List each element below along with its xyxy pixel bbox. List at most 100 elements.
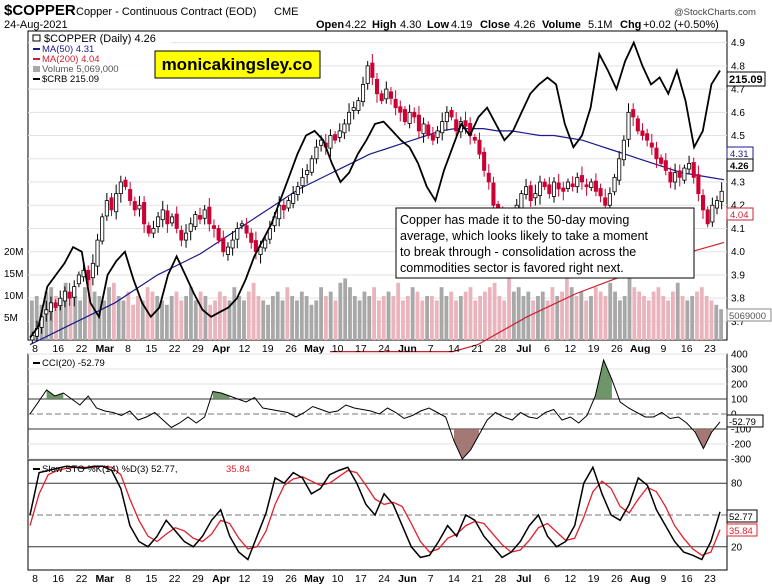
candle-body — [370, 62, 375, 78]
candle-body — [524, 186, 529, 195]
price-tick-label: 3.7 — [731, 317, 745, 328]
volume-bar — [222, 296, 227, 340]
date-tick-label: Aug — [630, 573, 650, 585]
volume-bar — [661, 296, 666, 340]
candle-body — [165, 210, 170, 225]
volume-bar — [319, 287, 323, 340]
candle-body — [654, 147, 659, 160]
legend-price-swatch — [32, 34, 41, 42]
date-tick-label: 23 — [704, 343, 716, 355]
volume-bar — [213, 300, 217, 340]
price-tick-label: 4.8 — [731, 61, 745, 72]
date-tick-label: 22 — [76, 343, 88, 355]
candle-body — [48, 302, 53, 313]
date-tick-label: 17 — [355, 343, 367, 355]
volume-bar — [145, 287, 150, 340]
volume-bar — [189, 287, 193, 340]
volume-bar — [174, 291, 179, 340]
candle-body — [365, 65, 370, 84]
date-tick-label: 8 — [32, 573, 38, 585]
price-tick-label: 3.9 — [731, 270, 745, 281]
volume-bar — [328, 291, 333, 340]
volume-bar — [338, 282, 343, 340]
candle-body — [328, 135, 333, 149]
legend-volume: Volume 5,069,000 — [42, 64, 119, 75]
volume-bar — [444, 296, 449, 340]
candle-body — [663, 160, 668, 171]
candle-body — [719, 190, 724, 202]
date-tick-label: 16 — [52, 573, 64, 585]
date-tick-label: 29 — [192, 343, 204, 355]
candle-body — [156, 216, 161, 228]
volume-bar — [420, 300, 425, 340]
date-tick-label: 14 — [448, 343, 460, 355]
volume-bar — [434, 300, 439, 340]
exchange-label: CME — [274, 6, 298, 18]
volume-bar — [632, 287, 637, 340]
candle-body — [193, 214, 198, 228]
candle-body — [607, 193, 612, 206]
candle-body — [631, 109, 636, 118]
annotation-line-2: average, which looks likely to take a mo… — [400, 229, 649, 243]
volume-bar — [83, 287, 87, 340]
volume-bar — [637, 291, 642, 340]
sto-legend: Slow STO %K(14) %D(3) 52.77, — [42, 464, 178, 475]
volume-label: Volume — [542, 19, 581, 31]
candle-body — [691, 162, 696, 178]
candle-body — [62, 290, 67, 302]
volume-bar — [198, 291, 203, 340]
volume-bar — [396, 282, 401, 340]
date-tick-label: 26 — [285, 343, 297, 355]
volume-bar — [323, 296, 328, 340]
volume-bar — [386, 291, 391, 340]
candle-body — [416, 114, 421, 132]
candle-body — [314, 146, 319, 160]
sto-k-tag-box — [726, 509, 758, 523]
candle-body — [412, 111, 417, 118]
candle-body — [67, 291, 72, 299]
sto-k-line — [29, 465, 721, 561]
legend-ma50: MA(50) 4.31 — [42, 44, 94, 55]
volume-bar — [608, 282, 613, 340]
date-tick-label: Aug — [630, 343, 650, 355]
volume-bar — [362, 291, 367, 340]
date-axis-bottom: 8 16 22 Mar 8 15 22 29 Apr 12 19 26 May 10 17 24 Jun 7 14 2… — [32, 573, 716, 585]
volume-bar — [391, 296, 396, 340]
crb-tag-box — [726, 71, 766, 87]
date-tick-label: 24 — [378, 573, 390, 585]
price-tag-box — [726, 158, 754, 172]
cci-grid — [28, 353, 727, 460]
date-axis-top: 8 16 22 Mar 8 15 22 29 Apr 12 19 26 May 10 17 24 Jun 7 14 2… — [32, 343, 716, 355]
sto-tick-label: 20 — [731, 542, 743, 553]
volume-bar — [415, 291, 420, 340]
date-tick-label: Mar — [95, 343, 114, 355]
candle-body — [351, 107, 356, 111]
candle-body — [300, 176, 305, 187]
volume-bar — [617, 300, 622, 340]
candle-body — [235, 228, 240, 240]
volume-bar — [54, 296, 58, 340]
volume-bar — [627, 278, 632, 340]
candle-body — [579, 175, 584, 183]
candle-body — [617, 158, 622, 181]
volume-bar — [34, 296, 39, 340]
date-tick-label: 22 — [76, 573, 88, 585]
candle-body — [295, 186, 300, 195]
volume-bar — [492, 282, 497, 340]
close-value: 4.26 — [514, 19, 535, 31]
date-tick-label: 24 — [378, 343, 390, 355]
date-tick-label: May — [304, 573, 325, 585]
date-tick-label: 9 — [661, 573, 667, 585]
date-tick-label: 10 — [332, 573, 344, 585]
volume-bar — [217, 291, 222, 340]
sto-d-line — [29, 465, 721, 557]
candle-body — [668, 171, 673, 183]
date-tick-label: 12 — [239, 573, 251, 585]
volume-bar — [299, 291, 304, 340]
volume-bar — [280, 300, 285, 340]
volume-bar — [695, 291, 699, 340]
ma200-tag-box — [726, 207, 754, 221]
high-value: 4.30 — [400, 19, 421, 31]
candle-body — [179, 229, 184, 241]
